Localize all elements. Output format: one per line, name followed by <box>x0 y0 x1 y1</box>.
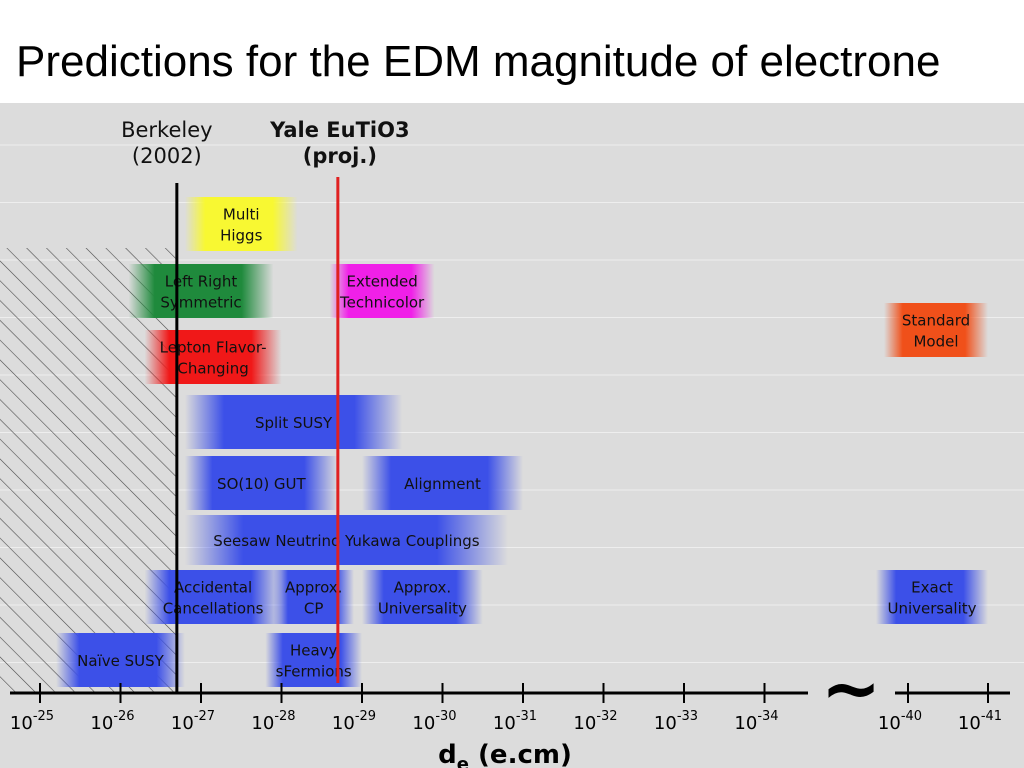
model-bar-fill <box>184 515 508 565</box>
model-bar-lepton-flavor-changing: Lepton Flavor- Changing <box>144 330 282 384</box>
model-bar-fill <box>884 303 988 357</box>
model-bar-fill <box>184 395 403 449</box>
x-axis: ~10-25 10-26 10-27 10-28 10-29 10-30 10-31 10-3… <box>10 646 1010 768</box>
model-label: Standard <box>902 312 970 330</box>
tick-label: 10-26 <box>90 709 134 734</box>
model-bar-fill <box>265 633 362 687</box>
slide-title: Predictions for the EDM magnitude of ele… <box>16 37 941 86</box>
model-label: Alignment <box>404 475 481 493</box>
model-label: Lepton Flavor- <box>160 339 267 357</box>
chart-panel: Multi Higgs Left Right Symmetric Extended Tec… <box>0 103 1024 768</box>
model-label: Heavy <box>290 642 338 660</box>
model-label: Exact <box>911 579 953 597</box>
limit-label: Berkeley <box>121 118 212 142</box>
model-bar-left-right-symmetric: Left Right Symmetric <box>128 264 274 318</box>
model-label: Left Right <box>165 273 238 291</box>
tick-label: 10-41 <box>958 709 1002 734</box>
model-bar-na-ve-susy: Naïve SUSY <box>56 633 185 687</box>
model-label: Higgs <box>220 227 262 245</box>
model-bar-fill <box>273 570 354 624</box>
model-label: Universality <box>378 600 467 618</box>
model-label: Naïve SUSY <box>77 652 164 670</box>
model-bar-fill <box>56 633 185 687</box>
tick-label: 10-31 <box>493 709 537 734</box>
model-label: Universality <box>887 600 976 618</box>
model-label: Approx. <box>285 579 343 597</box>
edm-chart: Multi Higgs Left Right Symmetric Extended Tec… <box>0 118 1024 768</box>
limit-label: (proj.) <box>303 144 377 168</box>
model-label: Symmetric <box>160 294 241 312</box>
tick-label: 10-28 <box>251 709 295 734</box>
tick-label: 10-25 <box>10 709 54 734</box>
model-bar-so-10-gut: SO(10) GUT <box>184 456 338 510</box>
tick-label: 10-34 <box>734 709 778 734</box>
model-bar-fill <box>184 197 298 251</box>
model-bar-accidental-cancellations: Accidental Cancellations <box>144 570 282 624</box>
model-bar-fill <box>362 570 483 624</box>
model-bar-fill <box>144 330 282 384</box>
model-bar-extended-technicolor: Extended Technicolor <box>329 264 435 318</box>
tick-label: 10-29 <box>332 709 376 734</box>
model-bar-fill <box>329 264 435 318</box>
model-bar-multi-higgs: Multi Higgs <box>184 197 298 251</box>
model-bar-heavy-sfermions: Heavy sFermions <box>265 633 362 687</box>
model-label: Multi <box>223 206 260 224</box>
model-bar-fill <box>144 570 282 624</box>
model-bar-fill <box>876 570 988 624</box>
model-label: Changing <box>177 360 248 378</box>
model-label: Cancellations <box>163 600 264 618</box>
model-bar-exact-universality: Exact Universality <box>876 570 988 624</box>
limit-label: (2002) <box>132 144 202 168</box>
model-label: CP <box>304 600 324 618</box>
model-bar-fill <box>184 456 338 510</box>
model-label: Approx. <box>394 579 452 597</box>
model-label: Seesaw Neutrino Yukawa Couplings <box>213 532 479 550</box>
model-bar-fill <box>362 456 523 510</box>
tick-label: 10-30 <box>412 709 456 734</box>
model-label: Split SUSY <box>255 414 333 432</box>
tick-label: 10-40 <box>878 709 922 734</box>
limit-label: Yale EuTiO3 <box>269 118 409 142</box>
model-label: SO(10) GUT <box>217 475 306 493</box>
model-bar-approx-universality: Approx. Universality <box>362 570 483 624</box>
model-bar-approx-cp: Approx. CP <box>273 570 354 624</box>
model-bar-seesaw-neutrino-yukawa-couplings: Seesaw Neutrino Yukawa Couplings <box>184 515 508 565</box>
tick-label: 10-33 <box>654 709 698 734</box>
model-label: sFermions <box>276 663 352 681</box>
limit-berkeley-2002: Berkeley(2002) <box>121 118 213 693</box>
model-bar-alignment: Alignment <box>362 456 523 510</box>
model-bar-fill <box>128 264 274 318</box>
model-label: Technicolor <box>339 294 425 312</box>
model-label: Extended <box>347 273 418 291</box>
tick-label: 10-27 <box>171 709 215 734</box>
tick-label: 10-32 <box>573 709 617 734</box>
model-label: Model <box>913 333 958 351</box>
axis-break-symbol: ~ <box>821 646 881 730</box>
model-label: Accidental <box>174 579 252 597</box>
limit-yale-eutio3-proj: Yale EuTiO3(proj.) <box>269 118 410 683</box>
model-bar-split-susy: Split SUSY <box>184 395 403 449</box>
model-bar-standard-model: Standard Model <box>884 303 988 357</box>
x-axis-label: de (e.cm) <box>438 740 572 768</box>
